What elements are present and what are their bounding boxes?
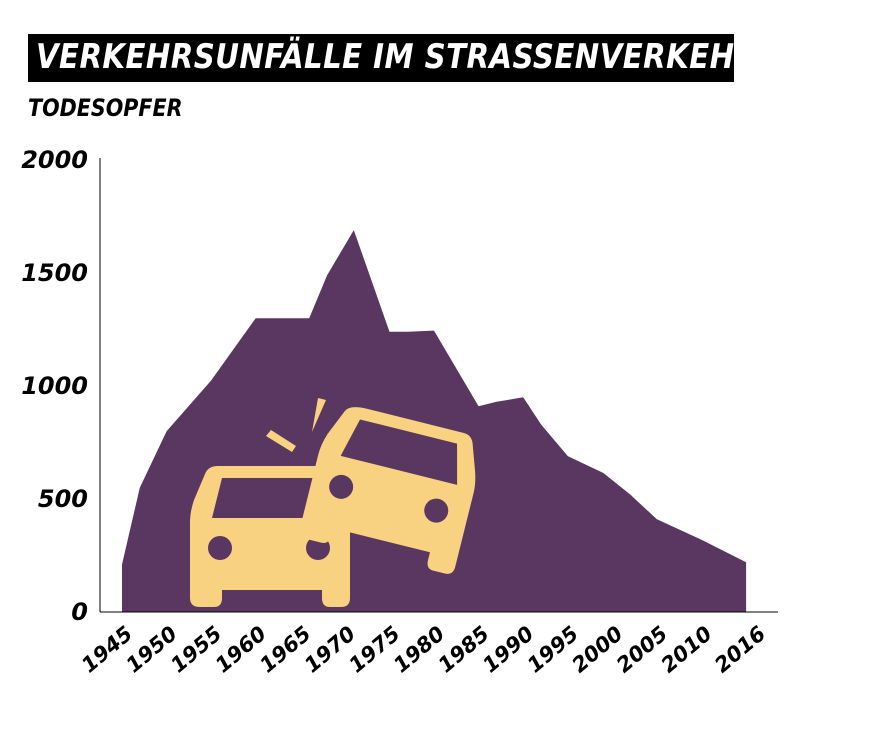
chart-title: VERKEHRSUNFÄLLE IM STRASSENVERKEHR bbox=[36, 37, 758, 77]
x-tick-label: 2005 bbox=[612, 621, 672, 677]
chart-subtitle: TODESOPFER bbox=[28, 94, 183, 122]
y-tick-label: 500 bbox=[38, 485, 88, 513]
y-tick-label: 1000 bbox=[21, 372, 88, 400]
x-tick-label: 1960 bbox=[211, 621, 271, 677]
x-tick-label: 1990 bbox=[478, 621, 538, 677]
x-tick-label: 1950 bbox=[122, 621, 182, 677]
car-crash-icon bbox=[190, 398, 476, 607]
x-tick-label: 1965 bbox=[255, 621, 315, 677]
x-tick-label: 2010 bbox=[657, 621, 717, 677]
x-tick-label: 1995 bbox=[523, 621, 583, 677]
x-tick-label: 1985 bbox=[434, 621, 494, 677]
x-tick-label: 1975 bbox=[344, 621, 404, 677]
title-bar: VERKEHRSUNFÄLLE IM STRASSENVERKEHR bbox=[28, 34, 757, 82]
y-tick-label: 2000 bbox=[21, 146, 88, 174]
x-tick-label: 2016 bbox=[710, 621, 770, 677]
x-tick-label: 2000 bbox=[567, 621, 627, 677]
x-tick-label: 1945 bbox=[77, 621, 137, 677]
impact-spark-icon bbox=[266, 398, 326, 452]
y-tick-label: 1500 bbox=[21, 259, 88, 287]
x-tick-label: 1970 bbox=[300, 621, 360, 677]
x-tick-label: 1955 bbox=[166, 621, 226, 677]
y-tick-label: 0 bbox=[71, 598, 88, 626]
x-tick-label: 1980 bbox=[389, 621, 449, 677]
right-car-icon bbox=[299, 407, 476, 574]
